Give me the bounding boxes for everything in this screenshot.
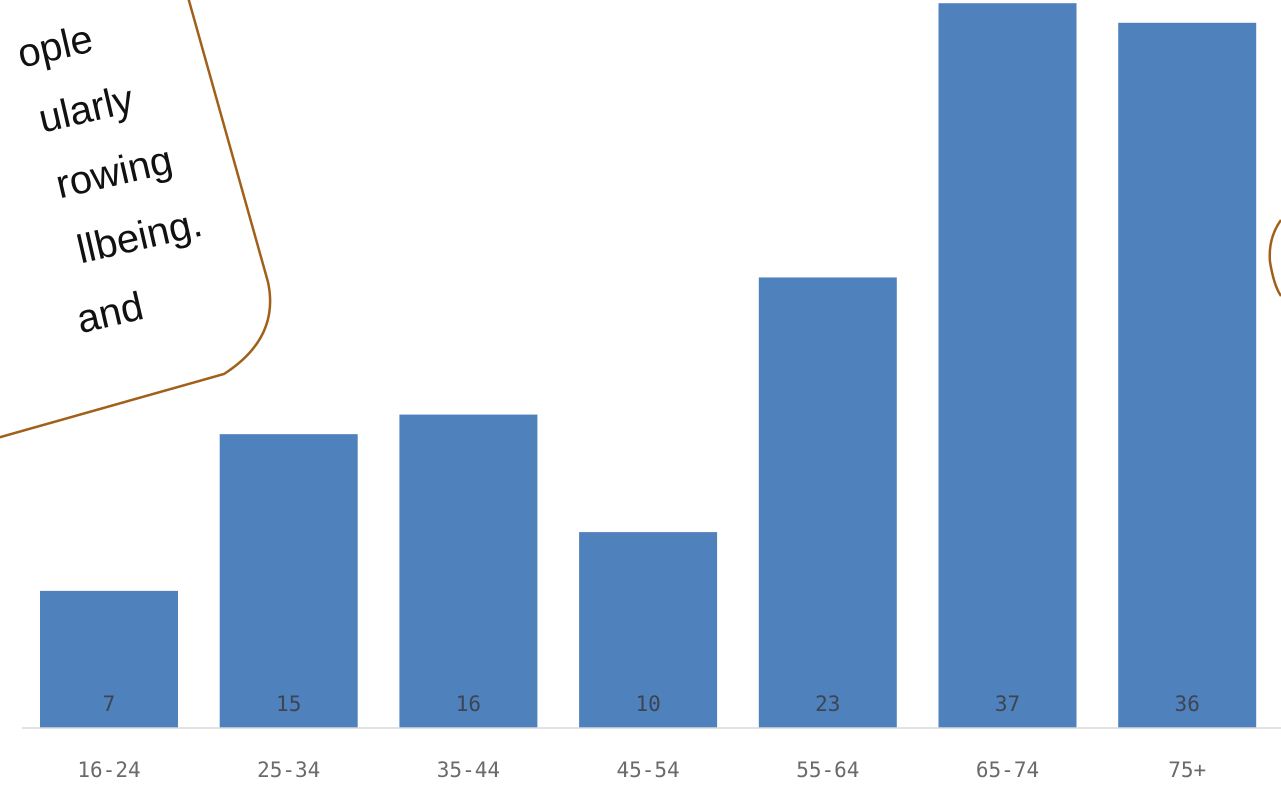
bars-group bbox=[40, 3, 1257, 729]
callout-line-1: ople bbox=[13, 17, 97, 77]
bar-value-label: 23 bbox=[815, 692, 840, 716]
bar-value-label: 15 bbox=[276, 692, 301, 716]
x-axis-tick-labels: 16-24 25-34 35-44 45-54 55-64 65-74 75+ bbox=[77, 758, 1206, 782]
x-tick-label: 45-54 bbox=[616, 758, 679, 782]
bar-65-74 bbox=[938, 3, 1077, 728]
bar-25-34 bbox=[219, 434, 358, 728]
callout-bubble: ople ularly rowing llbeing. and bbox=[0, 0, 272, 439]
bar-75+ bbox=[1118, 22, 1257, 729]
callout-line-2: ularly bbox=[34, 77, 137, 141]
x-tick-label: 55-64 bbox=[796, 758, 859, 782]
bar-value-label: 10 bbox=[635, 692, 660, 716]
second-callout-edge bbox=[1268, 219, 1281, 297]
bar-value-label: 16 bbox=[456, 692, 481, 716]
bar-16-24 bbox=[40, 590, 178, 728]
bar-value-label: 36 bbox=[1175, 692, 1200, 716]
bar-55-64 bbox=[758, 277, 897, 728]
x-tick-label: 65-74 bbox=[976, 758, 1039, 782]
bar-value-labels: 7 15 16 10 23 37 36 bbox=[103, 692, 1200, 716]
bar-35-44 bbox=[399, 414, 538, 728]
bar-value-label: 7 bbox=[103, 692, 116, 716]
bar-value-label: 37 bbox=[995, 692, 1020, 716]
callout-border bbox=[0, 0, 272, 439]
x-tick-label: 35-44 bbox=[437, 758, 500, 782]
x-tick-label: 75+ bbox=[1168, 758, 1206, 782]
bar-45-54 bbox=[579, 532, 718, 728]
x-tick-label: 16-24 bbox=[77, 758, 140, 782]
x-tick-label: 25-34 bbox=[257, 758, 320, 782]
